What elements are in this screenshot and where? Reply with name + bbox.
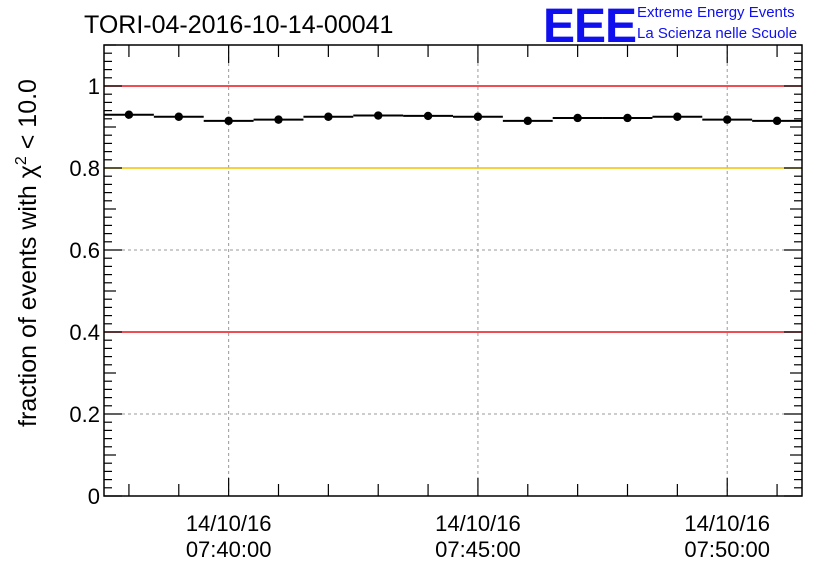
y-tick-label: 0.6 xyxy=(69,238,100,263)
eee-logo: EEE xyxy=(543,0,636,53)
y-axis-title-suffix: < 10.0 xyxy=(14,79,42,156)
data-point xyxy=(274,115,283,124)
x-tick-labels: 14/10/1607:40:0014/10/1607:45:0014/10/16… xyxy=(186,511,770,562)
y-axis-title: fraction of events with χ2 < 10.0 xyxy=(13,79,42,427)
chart-title: TORI-04-2016-10-14-00041 xyxy=(84,11,393,39)
data-series xyxy=(104,110,802,126)
x-tick-date: 14/10/16 xyxy=(186,511,272,536)
axis-ticks xyxy=(104,44,802,497)
data-point xyxy=(124,110,134,119)
y-axis-title-prefix: fraction of events with xyxy=(14,178,42,427)
data-point xyxy=(623,113,632,123)
reference-lines xyxy=(104,85,802,333)
x-tick-time: 07:45:00 xyxy=(435,537,521,562)
branding-line-2: La Scienza nelle Scuole xyxy=(637,25,797,42)
plot-frame xyxy=(103,44,803,497)
data-point xyxy=(723,115,732,124)
branding-line-1: Extreme Energy Events xyxy=(637,4,795,21)
data-point xyxy=(324,112,333,121)
data-point xyxy=(673,112,682,121)
y-tick-label: 0.4 xyxy=(69,320,100,345)
data-point xyxy=(374,111,383,120)
x-tick-time: 07:40:00 xyxy=(186,537,272,562)
data-point xyxy=(423,111,433,121)
y-tick-label: 1 xyxy=(88,74,100,99)
data-point xyxy=(573,113,582,123)
data-point xyxy=(473,112,483,121)
grid-lines xyxy=(104,45,802,496)
data-point xyxy=(174,112,183,121)
y-tick-label: 0.2 xyxy=(69,402,100,427)
x-tick-date: 14/10/16 xyxy=(684,511,770,536)
data-point xyxy=(772,116,782,126)
x-tick-date: 14/10/16 xyxy=(435,511,521,536)
eee-branding: EEE Extreme Energy Events La Scienza nel… xyxy=(543,0,797,53)
data-point xyxy=(523,116,532,126)
x-tick-time: 07:50:00 xyxy=(684,537,770,562)
y-tick-label: 0.8 xyxy=(69,156,100,181)
data-point xyxy=(224,116,233,126)
y-tick-label: 0 xyxy=(88,484,100,509)
y-tick-labels: 0 0.2 0.4 0.6 0.8 1 xyxy=(69,74,100,509)
y-axis-title-sup: 2 xyxy=(13,156,30,165)
y-axis-title-symbol: χ xyxy=(14,165,42,178)
